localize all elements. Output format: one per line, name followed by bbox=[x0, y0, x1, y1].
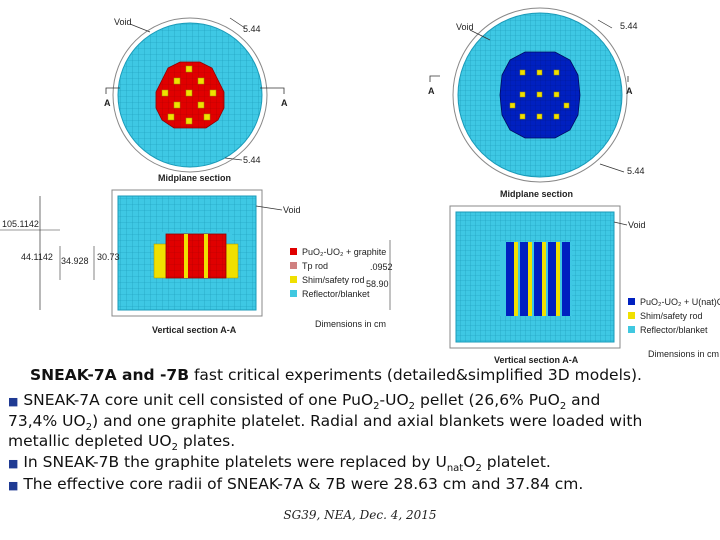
slide-title: SNEAK-7A and -7B fast critical experimen… bbox=[30, 366, 642, 384]
bullet-1-p2: -UO bbox=[379, 391, 409, 409]
dimensions-note-b: Dimensions in cm bbox=[648, 349, 719, 359]
legend-a-item-3: Reflector/blanket bbox=[302, 289, 370, 299]
dim-inner2-a: 34.928 bbox=[61, 256, 89, 266]
diagram-a-midplane: Void 5.44 5.44 A A Midplane section bbox=[104, 17, 288, 183]
midplane-caption-b: Midplane section bbox=[500, 189, 573, 199]
bullet-1-sub: 2 bbox=[408, 401, 416, 413]
midplane-caption-a: Midplane section bbox=[158, 173, 231, 183]
vertical-void-label-b: Void bbox=[628, 220, 646, 230]
bullet-1-sub2: 2 bbox=[559, 401, 567, 413]
bullet-marker: ■ bbox=[8, 479, 19, 492]
legend-a-item-1: Tp rod bbox=[302, 261, 328, 271]
bullet-2-sub-nat: nat bbox=[446, 463, 464, 475]
fuel-columns bbox=[506, 242, 570, 316]
bullet-1-l3-sub: 2 bbox=[171, 442, 178, 454]
legend-b-item-1: Shim/safety rod bbox=[640, 311, 703, 321]
bullet-2-p1: In SNEAK-7B the graphite platelets were … bbox=[23, 453, 447, 471]
bullet-3-text: The effective core radii of SNEAK-7A & 7… bbox=[23, 475, 584, 493]
diagram-b-vertical: Void Vertical section A-A bbox=[449, 205, 646, 365]
bullet-1-p4: and bbox=[566, 391, 601, 409]
bullet-3: ■ The effective core radii of SNEAK-7A &… bbox=[8, 474, 714, 496]
bullet-1-line2: 73,4% UO2) and one graphite platelet. Ra… bbox=[8, 411, 714, 438]
diagram-a-vertical: Void 105.1142 44.1142 34.928 30.73 Verti… bbox=[0, 189, 301, 335]
bullet-1-l2-p1: 73,4% UO bbox=[8, 412, 86, 430]
bullet-2-sub: 2 bbox=[475, 463, 482, 475]
core-region bbox=[165, 233, 227, 279]
bullet-marker: ■ bbox=[8, 395, 19, 408]
section-marker-a-left: A bbox=[104, 98, 111, 108]
legend-b-item-0: PuO₂-UO₂ + U(nat)O₂ bbox=[640, 297, 720, 307]
dim-bottom-a: 5.44 bbox=[243, 155, 261, 165]
dim-inner1-a: 44.1142 bbox=[21, 252, 53, 262]
legend-b: PuO₂-UO₂ + U(nat)O₂ Shim/safety rod Refl… bbox=[628, 297, 720, 359]
vertical-caption-b: Vertical section A-A bbox=[494, 355, 579, 365]
dim-right2-a: 58.90 bbox=[366, 279, 389, 289]
footer: SG39, NEA, Dec. 4, 2015 bbox=[283, 508, 437, 522]
legend-a: PuO₂-UO₂ + graphite Tp rod Shim/safety r… bbox=[290, 240, 393, 329]
bullet-marker: ■ bbox=[8, 457, 19, 470]
dim-bottom-b: 5.44 bbox=[627, 166, 645, 176]
legend-a-item-0: PuO₂-UO₂ + graphite bbox=[302, 247, 386, 257]
bullet-1-p3: pellet (26,6% PuO bbox=[415, 391, 560, 409]
dim-inner3-a: 30.73 bbox=[97, 252, 120, 262]
figure-panels: Void 5.44 5.44 A A Midplane section Void… bbox=[0, 7, 720, 365]
vertical-caption-a: Vertical section A-A bbox=[152, 325, 237, 335]
bullet-1-l2-p2: ) and one graphite platelet. Radial and … bbox=[92, 412, 643, 430]
bullet-1-l3-p1: metallic depleted UO bbox=[8, 432, 172, 450]
bullet-1-p1: SNEAK-7A core unit cell consisted of one… bbox=[23, 391, 361, 409]
bullet-1-line3: metallic depleted UO2 plates. bbox=[8, 431, 714, 458]
bullet-2-p3: platelet. bbox=[481, 453, 551, 471]
bullet-1: ■ SNEAK-7A core unit cell consisted of o… bbox=[8, 390, 714, 417]
dim-right1-a: .0952 bbox=[370, 262, 393, 272]
legend-b-item-2: Reflector/blanket bbox=[640, 325, 708, 335]
vertical-void-label-a: Void bbox=[283, 205, 301, 215]
bullet-2-p2: O bbox=[463, 453, 476, 471]
bullet-1-l2-sub: 2 bbox=[85, 422, 93, 434]
dim-top-a: 5.44 bbox=[243, 24, 261, 34]
section-marker-b-right: A bbox=[626, 86, 633, 96]
title-rest: fast critical experiments (detailed&simp… bbox=[189, 366, 642, 384]
bullet-1-l3-p2: plates. bbox=[177, 432, 236, 450]
section-marker-b-left: A bbox=[428, 86, 435, 96]
shim-rods bbox=[509, 69, 570, 120]
bullet-2: ■ In SNEAK-7B the graphite platelets wer… bbox=[8, 452, 714, 479]
section-marker-a-right: A bbox=[281, 98, 288, 108]
title-bold: SNEAK-7A and -7B bbox=[30, 366, 190, 384]
dimensions-note-a: Dimensions in cm bbox=[315, 319, 386, 329]
void-label-a: Void bbox=[114, 17, 132, 27]
dim-height-a: 105.1142 bbox=[2, 219, 39, 229]
legend-a-item-2: Shim/safety rod bbox=[302, 275, 365, 285]
shim-rods bbox=[161, 65, 217, 125]
dim-top-b: 5.44 bbox=[620, 21, 638, 31]
diagram-b-midplane: Void 5.44 5.44 A A Midplane section bbox=[428, 7, 645, 199]
void-label-b: Void bbox=[456, 22, 474, 32]
bullet-1-o2: O2 bbox=[360, 391, 380, 413]
